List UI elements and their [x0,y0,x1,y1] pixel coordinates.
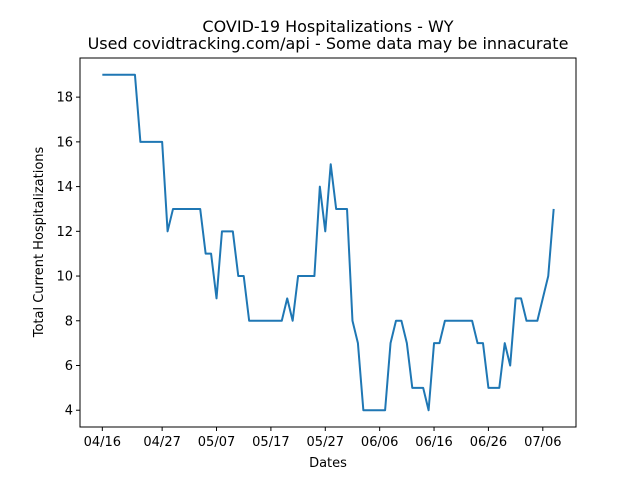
y-tick-label: 12 [56,225,73,240]
x-tick-label: 04/27 [143,435,180,450]
series-line [102,73,555,412]
x-axis-label: Dates [309,456,347,471]
x-axis-ticks: 04/16 04/27 05/07 05/17 05/27 06/06 06/16 06/26… [84,427,562,450]
chart-subtitle: Used covidtracking.com/api - Some data m… [88,34,569,53]
y-tick-label: 6 [65,359,73,374]
y-axis-ticks: 4 6 8 10 12 14 16 18 [56,91,80,419]
y-tick-label: 16 [56,135,73,150]
y-axis-label: Total Current Hospitalizations [32,146,47,338]
y-tick-label: 10 [56,270,73,285]
x-tick-label: 06/06 [361,435,398,450]
y-tick-label: 18 [56,91,73,106]
x-tick-label: 04/16 [84,435,121,450]
x-tick-label: 05/07 [198,435,235,450]
x-tick-label: 07/06 [524,435,561,450]
x-tick-label: 06/26 [470,435,507,450]
x-tick-label: 06/16 [415,435,452,450]
y-tick-label: 8 [65,314,73,329]
x-tick-label: 05/17 [252,435,289,450]
y-tick-label: 4 [65,404,73,419]
y-tick-label: 14 [56,180,73,195]
x-tick-label: 05/27 [307,435,344,450]
chart-title: COVID-19 Hospitalizations - WY [202,17,453,36]
plot-frame [79,57,577,428]
